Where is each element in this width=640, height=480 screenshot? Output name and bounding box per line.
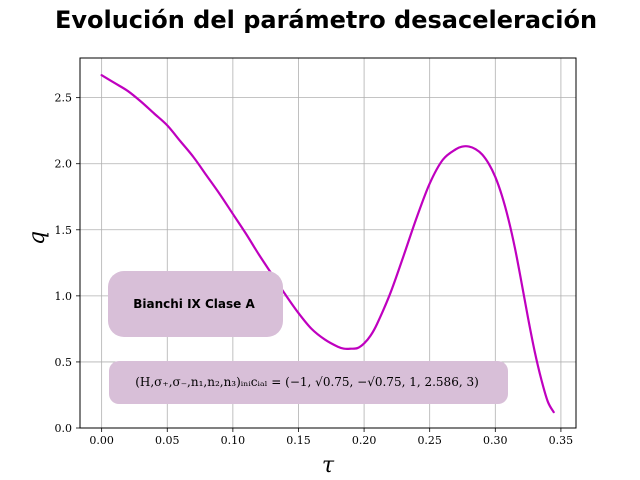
y-tick-label: 1.0 xyxy=(55,290,73,303)
y-tick-label: 2.5 xyxy=(55,92,73,105)
series-line-q xyxy=(100,74,555,414)
chart-title: Evolución del parámetro desaceleración xyxy=(55,6,597,34)
annotation-box-initial xyxy=(109,361,508,404)
x-tick-label: 0.20 xyxy=(352,434,377,447)
tick-labels: 0.00 0.05 0.10 0.15 0.20 0.25 0.30 0.35 0.0 0.5 1.… xyxy=(55,92,574,447)
x-tick-label: 0.30 xyxy=(483,434,508,447)
x-tick-label: 0.25 xyxy=(417,434,442,447)
annotation-initial-text: (H,σ₊,σ₋,n₁,n₂,n₃)ᵢₙᵢcᵢₐₗ = (−1, √0.75, … xyxy=(135,375,479,389)
x-axis-label: τ xyxy=(322,453,335,478)
x-tick-label: 0.15 xyxy=(286,434,311,447)
x-tick-label: 0.05 xyxy=(155,434,180,447)
y-tick-label: 2.0 xyxy=(55,158,73,171)
y-axis-label: q xyxy=(25,231,50,245)
annotation-model-text: Bianchi IX Clase A xyxy=(133,297,255,311)
annotation-box-model xyxy=(108,271,283,337)
plot-frame xyxy=(79,57,577,429)
ticks xyxy=(76,97,562,432)
y-tick-label: 1.5 xyxy=(55,224,73,237)
x-tick-label: 0.00 xyxy=(89,434,114,447)
x-tick-label: 0.10 xyxy=(221,434,246,447)
y-tick-label: 0.0 xyxy=(55,422,73,435)
x-tick-label: 0.35 xyxy=(549,434,574,447)
y-tick-label: 0.5 xyxy=(55,356,73,369)
